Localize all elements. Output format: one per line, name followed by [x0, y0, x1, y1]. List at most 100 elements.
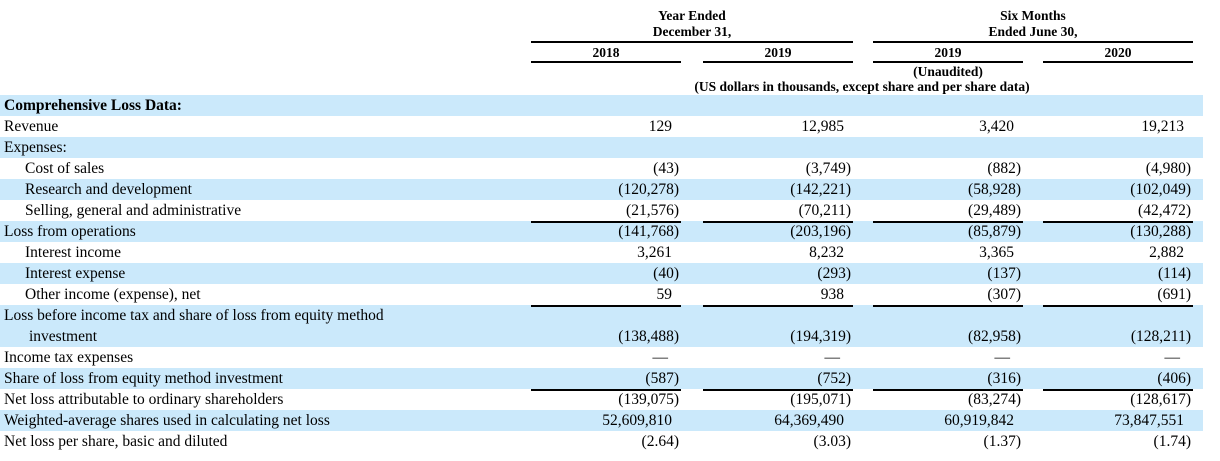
table-row-income-tax-expenses: Income tax expenses — — — — [0, 347, 1203, 368]
column-header-2020: 2020 [1043, 45, 1193, 63]
cell-value: (1.37) [983, 433, 1021, 450]
cell-value: 19,213 [1141, 118, 1184, 135]
header-group2-line1: Six Months [1000, 8, 1066, 23]
table-row-weighted-average-shares: Weighted-average shares used in calculat… [0, 410, 1203, 431]
cell-value: 60,919,842 [944, 412, 1014, 429]
cell-value: (142,221) [790, 181, 851, 198]
cell-value: (114) [1158, 265, 1191, 282]
cell-value: (138,488) [618, 328, 679, 345]
cell-value: (141,768) [618, 223, 679, 240]
cell-value: (194,319) [790, 328, 851, 345]
table-header-groups: Year Ended December 31, Six Months Ended… [0, 8, 1203, 43]
table-row-net-loss-per-share: Net loss per share, basic and diluted (2… [0, 431, 1203, 452]
row-label: Loss from operations [4, 223, 136, 240]
cell-value: 938 [703, 284, 853, 307]
header-group2-line2: Ended June 30, [988, 24, 1078, 39]
header-group-year-ended: Year Ended December 31, [531, 8, 853, 43]
row-label: Expenses: [4, 139, 67, 156]
row-label-line1: Loss before income tax and share of loss… [4, 307, 384, 324]
cell-value: (40) [653, 265, 679, 282]
table-row-interest-expense: Interest expense (40) (293) (137) (114) [0, 263, 1203, 284]
row-label: Interest expense [25, 265, 126, 282]
cell-value: (195,071) [790, 391, 851, 408]
cell-value: (85,879) [968, 223, 1021, 240]
table-row-net-loss-attributable: Net loss attributable to ordinary shareh… [0, 389, 1203, 410]
cell-value: — [1164, 349, 1181, 366]
table-row-revenue: Revenue 129 12,985 3,420 19,213 [0, 116, 1203, 137]
row-label: Other income (expense), net [25, 286, 201, 303]
cell-value: (42,472) [1043, 200, 1193, 223]
cell-value: (3.03) [813, 433, 851, 450]
cell-value: — [652, 349, 669, 366]
cell-value: 3,420 [979, 118, 1014, 135]
cell-value: (203,196) [790, 223, 851, 240]
cell-value: (102,049) [1130, 181, 1191, 198]
table-row-other-income-expense-net: Other income (expense), net 59 938 (307)… [0, 284, 1203, 307]
cell-value: — [824, 349, 841, 366]
cell-value: 64,369,490 [774, 412, 844, 429]
cell-value: 129 [648, 118, 672, 135]
cell-value: (587) [531, 368, 681, 391]
table-header-unaudited-row: (Unaudited) [0, 63, 1203, 79]
cell-value: (82,958) [968, 328, 1021, 345]
cell-value: (29,489) [873, 200, 1023, 223]
cell-value: 3,365 [979, 244, 1014, 261]
cell-value: 52,609,810 [602, 412, 672, 429]
units-note: (US dollars in thousands, except share a… [694, 79, 1030, 94]
header-group-six-months: Six Months Ended June 30, [873, 8, 1193, 43]
cell-value: 12,985 [801, 118, 844, 135]
table-row-loss-before-income-tax: Loss before income tax and share of loss… [0, 305, 1203, 347]
row-label: Cost of sales [25, 160, 105, 177]
cell-value: (58,928) [968, 181, 1021, 198]
cell-value: 73,847,551 [1114, 412, 1184, 429]
row-label: Income tax expenses [4, 349, 134, 366]
table-header-note-row: (US dollars in thousands, except share a… [0, 79, 1203, 95]
table-header-years: 2018 2019 2019 2020 [0, 45, 1203, 63]
column-header-2018: 2018 [531, 45, 681, 63]
row-label: Net loss per share, basic and diluted [4, 433, 228, 450]
cell-value: (128,211) [1130, 328, 1191, 345]
cell-value: (43) [653, 160, 679, 177]
cell-value: (4,980) [1145, 160, 1191, 177]
table-row-selling-general-admin: Selling, general and administrative (21,… [0, 200, 1203, 223]
cell-value: — [994, 349, 1011, 366]
row-label: Selling, general and administrative [25, 202, 242, 219]
column-header-2019: 2019 [703, 45, 853, 63]
row-label: Comprehensive Loss Data: [4, 97, 182, 114]
cell-value: (139,075) [618, 391, 679, 408]
table-row-comprehensive-loss-data: Comprehensive Loss Data: [0, 95, 1203, 116]
row-label: Loss before income tax and share of loss… [0, 305, 531, 347]
cell-value: (83,274) [968, 391, 1021, 408]
table-row-loss-from-operations: Loss from operations (141,768) (203,196)… [0, 221, 1203, 242]
table-row-research-development: Research and development (120,278) (142,… [0, 179, 1203, 200]
cell-value: (120,278) [618, 181, 679, 198]
row-label-line2: investment [29, 328, 98, 345]
column-header-2019-6mo: 2019 [873, 45, 1023, 63]
cell-value: (752) [703, 368, 853, 391]
row-label: Research and development [25, 181, 192, 198]
row-label: Share of loss from equity method investm… [4, 370, 283, 387]
unaudited-label: (Unaudited) [913, 64, 983, 79]
cell-value: 2,882 [1149, 244, 1184, 261]
cell-value: 59 [531, 284, 681, 307]
cell-value: (691) [1043, 284, 1193, 307]
row-label: Revenue [4, 118, 59, 135]
header-group1-line1: Year Ended [658, 8, 726, 23]
cell-value: (3,749) [805, 160, 851, 177]
cell-value: (130,288) [1130, 223, 1191, 240]
table-row-share-of-loss-equity-method: Share of loss from equity method investm… [0, 368, 1203, 391]
cell-value: (307) [873, 284, 1023, 307]
row-label: Net loss attributable to ordinary shareh… [4, 391, 284, 408]
cell-value: (406) [1043, 368, 1193, 391]
cell-value: (882) [987, 160, 1021, 177]
cell-value: 3,261 [637, 244, 672, 261]
header-group1-line2: December 31, [652, 24, 732, 39]
cell-value: (316) [873, 368, 1023, 391]
cell-value: (70,211) [703, 200, 853, 223]
cell-value: (1.74) [1153, 433, 1191, 450]
table-row-cost-of-sales: Cost of sales (43) (3,749) (882) (4,980) [0, 158, 1203, 179]
cell-value: (128,617) [1130, 391, 1191, 408]
cell-value: (293) [817, 265, 851, 282]
table-row-interest-income: Interest income 3,261 8,232 3,365 2,882 [0, 242, 1203, 263]
